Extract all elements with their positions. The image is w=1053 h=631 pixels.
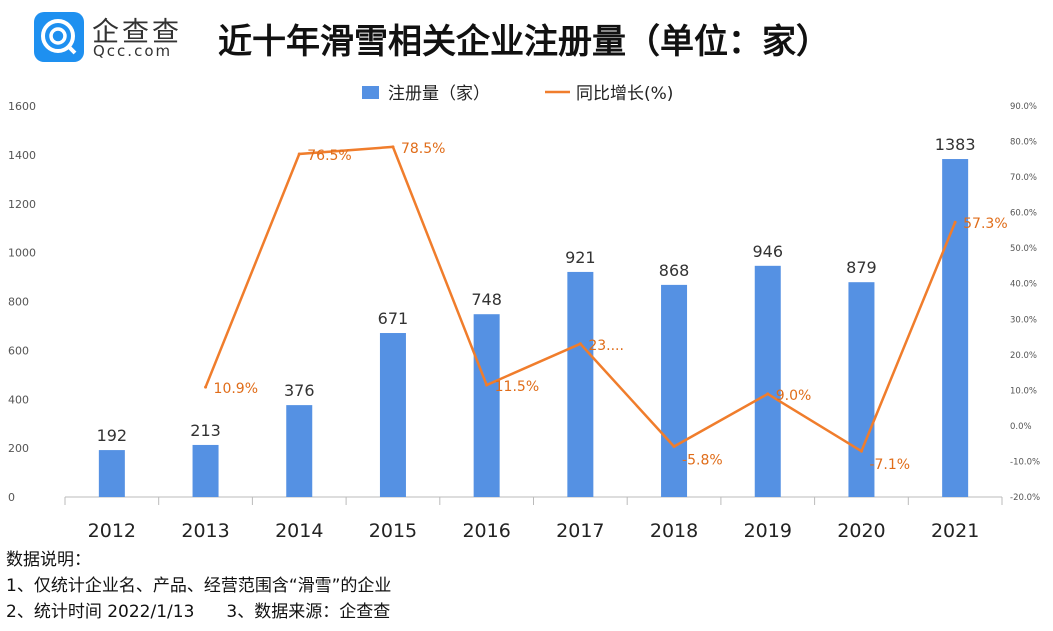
x-tick-label: 2021 — [931, 520, 979, 542]
bar-value-label: 213 — [190, 421, 221, 440]
legend-bar-label: 注册量（家） — [388, 84, 490, 104]
x-tick-label: 2020 — [837, 520, 885, 542]
growth-value-label: 57.3% — [963, 216, 1007, 232]
note-3: 3、数据来源：企查查 — [226, 602, 391, 622]
chart-title: 近十年滑雪相关企业注册量（单位：家） — [218, 22, 830, 62]
note-1: 1、仅统计企业名、产品、经营范围含“滑雪”的企业 — [6, 576, 392, 596]
growth-point — [766, 392, 770, 396]
right-tick-label: 20.0% — [1010, 351, 1037, 361]
right-tick-label: -10.0% — [1010, 457, 1040, 467]
left-tick-label: 0 — [8, 491, 15, 504]
x-tick-label: 2017 — [556, 520, 604, 542]
left-tick-label: 200 — [8, 442, 29, 455]
bar-value-label: 868 — [659, 261, 690, 280]
bar-value-label: 946 — [752, 242, 783, 261]
x-tick-label: 2013 — [181, 520, 229, 542]
bar — [286, 405, 313, 497]
bar-value-label: 376 — [284, 381, 315, 400]
growth-value-label: 10.9% — [214, 381, 258, 397]
growth-value-label: -5.8% — [682, 453, 723, 469]
growth-value-label: -7.1% — [869, 457, 910, 473]
growth-point — [578, 342, 582, 346]
note-2: 2、统计时间 2022/1/13 — [6, 602, 195, 622]
right-tick-label: 0.0% — [1010, 422, 1032, 432]
bar-value-label: 748 — [471, 290, 502, 309]
bar — [192, 444, 219, 497]
right-tick-label: 10.0% — [1010, 386, 1037, 396]
x-tick-label: 2014 — [275, 520, 323, 542]
left-tick-label: 1000 — [8, 247, 36, 260]
left-tick-label: 800 — [8, 296, 29, 309]
bar-value-label: 671 — [378, 309, 409, 328]
notes-heading: 数据说明： — [6, 550, 91, 570]
bar — [848, 282, 875, 497]
growth-value-label: 9.0% — [776, 388, 812, 404]
right-tick-label: 50.0% — [1010, 244, 1037, 254]
growth-value-label: 76.5% — [307, 148, 351, 164]
bar-value-label: 921 — [565, 248, 596, 267]
x-tick-label: 2018 — [650, 520, 698, 542]
legend-bar-swatch — [362, 86, 379, 99]
bar-value-label: 1383 — [935, 135, 976, 154]
x-tick-label: 2012 — [88, 520, 136, 542]
left-tick-label: 1600 — [8, 100, 36, 113]
bar — [661, 284, 688, 497]
left-tick-label: 600 — [8, 344, 29, 357]
right-tick-label: 30.0% — [1010, 315, 1037, 325]
right-tick-label: 70.0% — [1010, 173, 1037, 183]
growth-point — [485, 383, 489, 387]
growth-point — [204, 385, 208, 389]
growth-point — [672, 445, 676, 449]
bar — [379, 333, 406, 497]
qcc-logo-icon — [34, 12, 84, 62]
bar — [942, 159, 969, 498]
right-tick-label: -20.0% — [1010, 493, 1040, 503]
bar — [98, 450, 125, 497]
left-tick-label: 400 — [8, 393, 29, 406]
growth-point — [953, 220, 957, 224]
growth-value-label: 11.5% — [495, 379, 539, 395]
bar — [473, 314, 500, 497]
x-tick-label: 2019 — [744, 520, 792, 542]
growth-point — [297, 152, 301, 156]
x-tick-label: 2015 — [369, 520, 417, 542]
bar-value-label: 879 — [846, 258, 877, 277]
left-tick-label: 1400 — [8, 149, 36, 162]
growth-point — [859, 449, 863, 453]
right-tick-label: 60.0% — [1010, 209, 1037, 219]
growth-value-label: 23.... — [588, 338, 624, 354]
notes: 数据说明： 1、仅统计企业名、产品、经营范围含“滑雪”的企业 2、统计时间 20… — [6, 547, 391, 625]
growth-point — [391, 145, 395, 149]
x-tick-label: 2016 — [462, 520, 510, 542]
right-tick-label: 80.0% — [1010, 138, 1037, 148]
logo-domain: Qcc.com — [93, 42, 173, 60]
bar — [567, 271, 594, 497]
logo-name: 企查查 — [92, 17, 182, 48]
legend-line-label: 同比增长(%) — [576, 84, 673, 104]
bar-value-label: 192 — [97, 426, 128, 445]
growth-value-label: 78.5% — [401, 141, 445, 157]
right-tick-label: 90.0% — [1010, 102, 1037, 112]
bar — [754, 265, 781, 497]
left-tick-label: 1200 — [8, 198, 36, 211]
right-tick-label: 40.0% — [1010, 280, 1037, 290]
